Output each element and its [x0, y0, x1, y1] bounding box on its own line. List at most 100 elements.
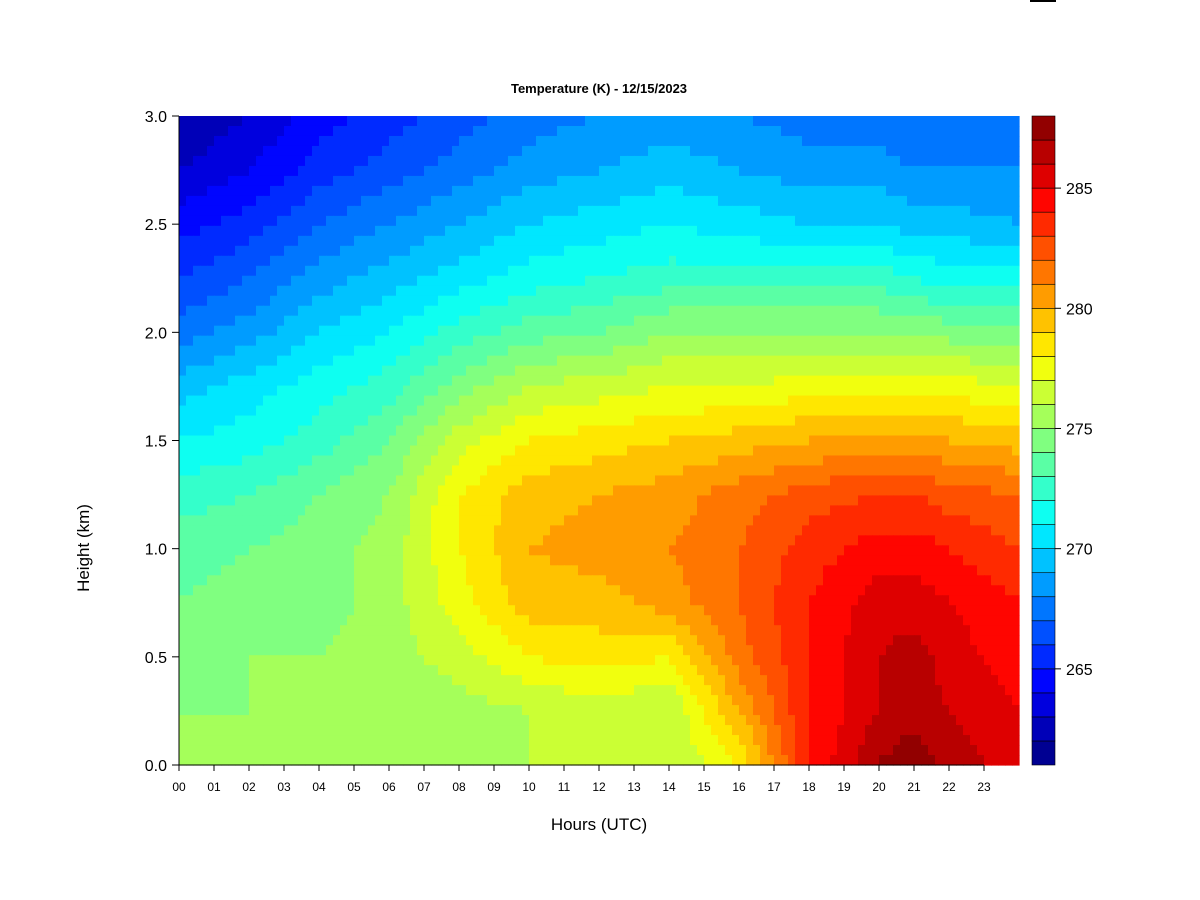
heatmap-cell	[725, 225, 733, 237]
heatmap-cell	[445, 305, 453, 317]
heatmap-cell	[550, 185, 558, 197]
heatmap-cell	[858, 475, 866, 487]
heatmap-cell	[417, 335, 425, 347]
heatmap-cell	[494, 385, 502, 397]
heatmap-cell	[207, 255, 215, 267]
heatmap-cell	[340, 385, 348, 397]
heatmap-cell	[347, 135, 355, 147]
heatmap-cell	[942, 175, 950, 187]
heatmap-cell	[417, 485, 425, 497]
heatmap-cell	[501, 135, 509, 147]
heatmap-cell	[767, 155, 775, 167]
heatmap-cell	[613, 385, 621, 397]
heatmap-cell	[515, 465, 523, 477]
heatmap-cell	[354, 405, 362, 417]
heatmap-cell	[781, 295, 789, 307]
heatmap-cell	[830, 265, 838, 277]
heatmap-cell	[473, 505, 481, 516]
heatmap-cell	[816, 445, 824, 457]
heatmap-cell	[599, 295, 607, 307]
heatmap-cell	[648, 195, 656, 207]
heatmap-cell	[424, 155, 432, 167]
heatmap-cell	[326, 455, 334, 467]
heatmap-cell	[823, 395, 831, 407]
heatmap-cell	[480, 465, 488, 477]
heatmap-cell	[221, 116, 229, 127]
heatmap-cell	[725, 465, 733, 477]
heatmap-cell	[1005, 405, 1013, 417]
heatmap-cell	[956, 145, 964, 157]
heatmap-cell	[473, 495, 481, 506]
heatmap-cell	[795, 495, 803, 506]
heatmap-cell	[186, 385, 194, 397]
heatmap-cell	[487, 295, 495, 307]
heatmap-cell	[578, 235, 586, 247]
heatmap-cell	[445, 116, 453, 127]
heatmap-cell	[830, 285, 838, 297]
heatmap-cell	[648, 145, 656, 157]
heatmap-cell	[592, 195, 600, 207]
heatmap-cell	[809, 505, 817, 516]
heatmap-cell	[1012, 265, 1020, 277]
heatmap-cell	[1005, 305, 1013, 317]
heatmap-cell	[830, 116, 838, 127]
heatmap-cell	[242, 315, 250, 327]
heatmap-cell	[697, 225, 705, 237]
heatmap-cell	[886, 205, 894, 217]
heatmap-cell	[627, 515, 635, 526]
heatmap-cell	[697, 445, 705, 457]
heatmap-cell	[536, 365, 544, 377]
heatmap-cell	[809, 225, 817, 237]
heatmap-cell	[879, 135, 887, 147]
heatmap-cell	[459, 235, 467, 247]
heatmap-cell	[683, 445, 691, 457]
heatmap-cell	[368, 445, 376, 457]
heatmap-cell	[256, 275, 264, 287]
heatmap-cell	[809, 116, 817, 127]
heatmap-cell	[375, 235, 383, 247]
heatmap-cell	[592, 165, 600, 177]
heatmap-cell	[872, 385, 880, 397]
heatmap-cell	[214, 495, 222, 506]
heatmap-cell	[627, 265, 635, 277]
heatmap-cell	[186, 475, 194, 487]
heatmap-cell	[445, 195, 453, 207]
heatmap-cell	[466, 175, 474, 187]
heatmap-cell	[655, 345, 663, 357]
heatmap-cell	[690, 215, 698, 227]
heatmap-cell	[354, 485, 362, 497]
heatmap-cell	[725, 445, 733, 457]
heatmap-cell	[725, 235, 733, 247]
heatmap-cell	[193, 255, 201, 267]
heatmap-cell	[445, 285, 453, 297]
heatmap-cell	[746, 195, 754, 207]
heatmap-cell	[907, 235, 915, 247]
heatmap-cell	[438, 125, 446, 137]
heatmap-cell	[501, 405, 509, 417]
heatmap-cell	[417, 495, 425, 506]
heatmap-cell	[249, 125, 257, 137]
heatmap-cell	[998, 405, 1006, 417]
heatmap-cell	[291, 116, 299, 127]
heatmap-cell	[403, 475, 411, 487]
heatmap-cell	[704, 415, 712, 427]
heatmap-cell	[319, 345, 327, 357]
heatmap-cell	[396, 405, 404, 417]
heatmap-cell	[459, 255, 467, 267]
heatmap-cell	[361, 415, 369, 427]
heatmap-cell	[200, 255, 208, 267]
heatmap-cell	[375, 485, 383, 497]
heatmap-cell	[200, 305, 208, 317]
heatmap-cell	[480, 495, 488, 506]
heatmap-cell	[200, 355, 208, 367]
heatmap-cell	[193, 375, 201, 387]
heatmap-cell	[326, 305, 334, 317]
heatmap-cell	[935, 275, 943, 287]
heatmap-cell	[956, 455, 964, 467]
heatmap-cell	[1005, 295, 1013, 307]
heatmap-cell	[193, 245, 201, 257]
heatmap-cell	[291, 475, 299, 487]
heatmap-cell	[228, 155, 236, 167]
heatmap-cell	[942, 285, 950, 297]
heatmap-cell	[760, 405, 768, 417]
